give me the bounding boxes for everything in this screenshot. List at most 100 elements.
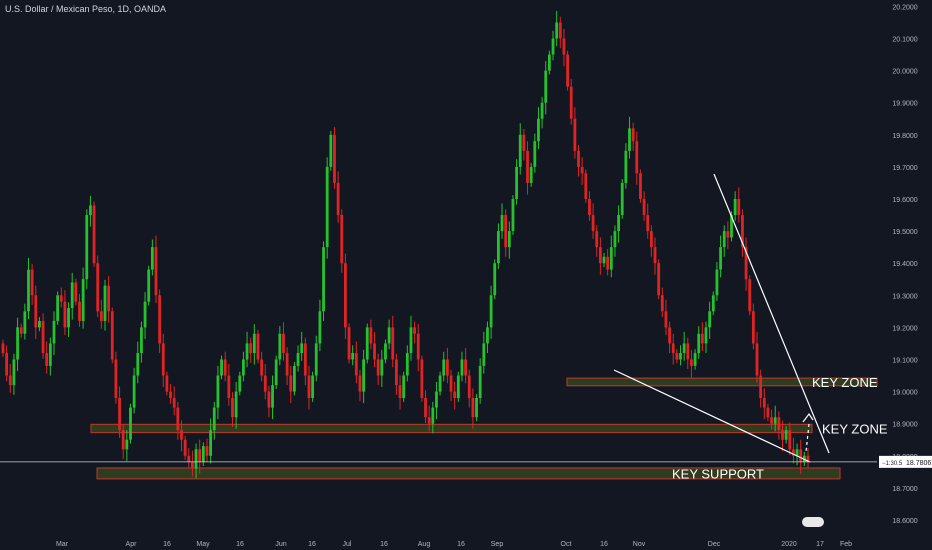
candle [737, 187, 741, 223]
candle-body [547, 54, 551, 71]
candle-body [682, 343, 686, 354]
candle-body [628, 128, 631, 151]
candle [664, 299, 668, 336]
candle [1, 339, 5, 357]
candle [715, 261, 719, 302]
candle [340, 209, 344, 273]
candle-body [325, 166, 329, 248]
candle [12, 353, 16, 395]
candle-body [635, 141, 639, 174]
candle-body [303, 343, 307, 376]
candle [580, 157, 584, 185]
candle [591, 203, 595, 239]
candle [489, 285, 493, 339]
candle-body [471, 397, 475, 418]
candle [609, 235, 613, 278]
y-axis[interactable]: 20.2000 20.1000 20.0000 19.9000 19.8000 19.70… [879, 4, 932, 525]
candle [311, 371, 315, 402]
candle-body [526, 150, 529, 183]
candle-body [460, 359, 464, 376]
candle [628, 116, 631, 159]
candle-body [256, 333, 260, 360]
x-tick-label: 17 [816, 541, 824, 548]
candle [577, 145, 580, 177]
candle [445, 347, 449, 384]
candle-body [169, 391, 172, 398]
candle-body [41, 320, 45, 354]
x-tick-label: 16 [308, 541, 316, 548]
candle [125, 430, 129, 461]
x-tick-label: 2020 [781, 541, 797, 548]
candle-body [74, 282, 78, 302]
candle [405, 345, 409, 382]
candle [285, 347, 289, 386]
candle-body [617, 215, 620, 232]
candle-body [147, 269, 151, 302]
x-tick-label: Mar [56, 541, 69, 548]
candle [788, 422, 792, 456]
candle [27, 258, 30, 320]
y-tick-label: 18.7000 [892, 486, 917, 493]
candle [675, 349, 679, 364]
candle-body [475, 397, 478, 418]
candle-body [347, 327, 351, 360]
candle [180, 420, 183, 452]
candle [518, 123, 522, 175]
candle-body [759, 375, 763, 398]
candle [486, 321, 489, 354]
candle [85, 209, 89, 289]
candle-body [697, 333, 701, 354]
candle [522, 129, 526, 161]
candle [132, 367, 136, 414]
candle [92, 201, 96, 268]
candle [347, 323, 351, 364]
candle-body [285, 353, 289, 376]
candle [252, 324, 256, 365]
last-price-value: 18.78067 [906, 460, 932, 467]
candle-body [770, 417, 773, 424]
candle [504, 209, 508, 257]
candle-body [577, 150, 580, 167]
candle-body [136, 353, 140, 376]
candle [303, 337, 307, 386]
candle-body [741, 215, 744, 248]
candle-body [500, 215, 504, 232]
candle [358, 369, 362, 402]
candle-body [150, 247, 154, 270]
trendline-upper [713, 173, 830, 454]
candle-body [274, 359, 278, 386]
candle [668, 321, 671, 354]
candle-body [762, 397, 766, 408]
candle [507, 221, 511, 259]
candle-body [358, 375, 362, 392]
candle-body [686, 343, 690, 360]
candle [442, 351, 446, 382]
candle-body [646, 215, 650, 232]
candle-body [103, 285, 107, 321]
candle [704, 321, 708, 354]
logo-icon [802, 517, 824, 527]
candle-body [591, 215, 595, 232]
candle [307, 365, 311, 410]
candle-body [489, 295, 493, 328]
x-tick-label: May [196, 541, 210, 548]
candle [759, 369, 763, 408]
candle [38, 317, 41, 332]
candle [121, 424, 125, 459]
y-tick-label: 18.9000 [892, 422, 917, 429]
candle-body [416, 333, 420, 360]
candle-body [675, 353, 679, 360]
candle-body [161, 343, 165, 376]
candle-body [52, 320, 56, 344]
candle-body [609, 247, 613, 270]
candle [384, 339, 387, 364]
candle [496, 223, 500, 269]
candle-body [708, 311, 712, 328]
y-tick-label: 20.0000 [892, 69, 917, 76]
candle-body [442, 359, 446, 376]
x-axis[interactable]: Mar Apr 16 May 16 Jun 16 Jul 16 Aug 16 Sep Oct 16 Nov D… [56, 541, 852, 548]
candle [635, 131, 639, 185]
candle [547, 50, 551, 75]
y-tick-label: 19.7000 [892, 165, 917, 172]
